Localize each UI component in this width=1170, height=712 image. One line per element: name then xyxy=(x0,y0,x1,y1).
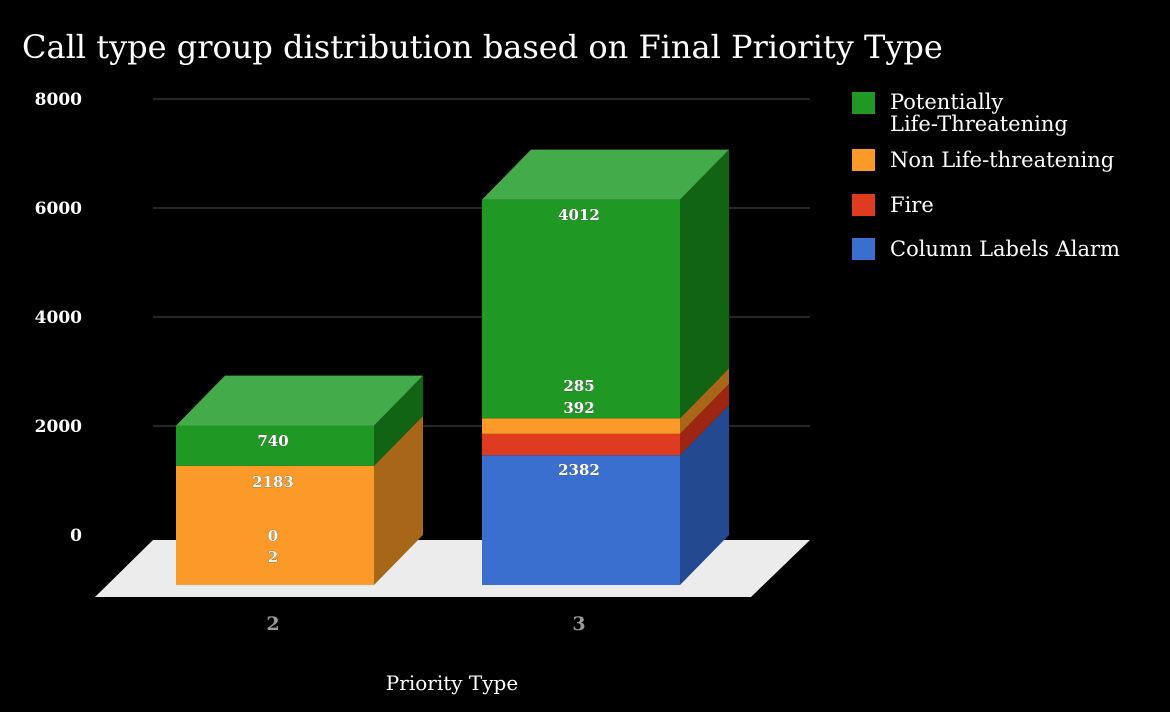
data-label: 740 xyxy=(257,432,288,450)
y-tick-label: 2000 xyxy=(35,417,82,437)
bar-segment-top xyxy=(176,375,423,426)
y-tick-label: 4000 xyxy=(35,308,82,328)
data-label: 4012 xyxy=(558,206,600,224)
legend-label-line: Life-Threatening xyxy=(890,112,1068,136)
legend-item: Column Labels Alarm xyxy=(852,237,1120,261)
bar-segment xyxy=(176,425,374,466)
legend-swatch xyxy=(852,149,875,171)
data-label: 2183 xyxy=(252,473,294,491)
bar-segment-side xyxy=(374,415,423,585)
y-tick-label: 8000 xyxy=(35,90,82,110)
bar-segment xyxy=(482,455,680,585)
bar-group-3 xyxy=(482,149,729,585)
bar-segment xyxy=(176,465,374,585)
data-label: 285 xyxy=(563,377,594,395)
data-label: 2 xyxy=(268,548,278,566)
legend-label: Non Life-threatening xyxy=(890,148,1114,172)
bar-segment-side xyxy=(374,375,423,466)
legend-label: Fire xyxy=(890,193,934,217)
legend-swatch xyxy=(852,194,875,216)
bar-segment-side xyxy=(374,534,423,585)
legend-swatch xyxy=(852,92,875,114)
chart-title: Call type group distribution based on Fi… xyxy=(22,28,943,66)
data-label: 0 xyxy=(268,527,278,545)
legend-swatch xyxy=(852,238,875,260)
bar-segment xyxy=(482,418,680,434)
bar-segment-side xyxy=(680,405,729,585)
legend-item: Non Life-threatening xyxy=(852,148,1114,172)
bar-segment-side xyxy=(680,368,729,434)
data-label: 2382 xyxy=(558,461,600,479)
bar-segment xyxy=(482,433,680,456)
bar-segment-side xyxy=(680,383,729,456)
y-tick-label: 6000 xyxy=(35,199,82,219)
bar-segment-top xyxy=(482,149,729,200)
bar-segment xyxy=(482,199,680,419)
x-tick-label: 3 xyxy=(572,613,585,635)
legend-item: Fire xyxy=(852,193,934,217)
data-label: 392 xyxy=(563,399,594,417)
legend-label-line: Potentially xyxy=(890,90,1003,114)
y-tick-label: 0 xyxy=(70,526,82,546)
legend-label: Column Labels Alarm xyxy=(890,237,1120,261)
bar-group-2 xyxy=(176,375,423,585)
x-tick-label: 2 xyxy=(266,613,279,635)
bar-segment-side xyxy=(680,149,729,419)
x-axis-label: Priority Type xyxy=(386,671,518,695)
